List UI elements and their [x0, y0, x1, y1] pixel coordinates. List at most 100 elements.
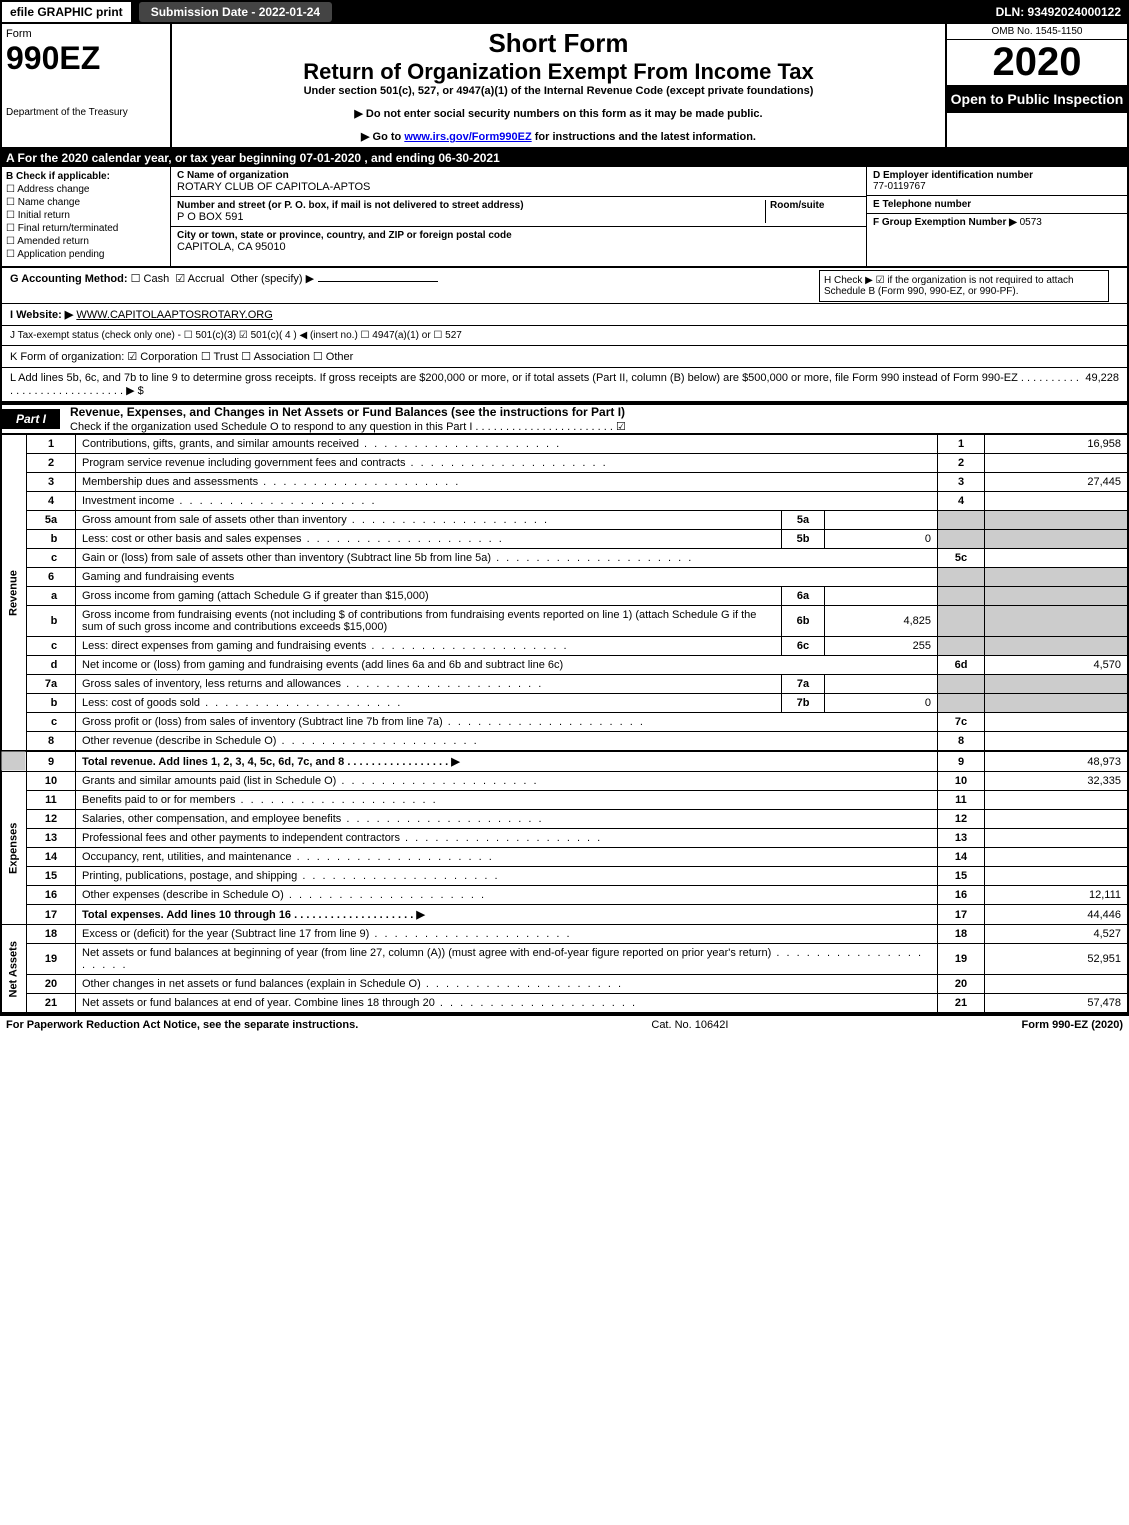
l1-num: 1 [27, 435, 76, 454]
chk-initial-return[interactable]: Initial return [6, 210, 166, 221]
l6-desc: Gaming and fundraising events [76, 568, 938, 587]
side-rev-end [1, 751, 27, 772]
l7a-bl: 7a [782, 675, 825, 694]
address: P O BOX 591 [177, 211, 765, 223]
line-l-value: 49,228 [1085, 372, 1119, 384]
l6b-grey [938, 606, 985, 637]
ein-label: D Employer identification number [873, 170, 1033, 181]
l15-desc: Printing, publications, postage, and shi… [82, 870, 500, 882]
ssn-warning: ▶ Do not enter social security numbers o… [180, 107, 937, 120]
l6c-grey [938, 637, 985, 656]
line-g: G Accounting Method: Cash Accrual Other … [0, 268, 1129, 304]
page-footer: For Paperwork Reduction Act Notice, see … [0, 1014, 1129, 1034]
part1-title-text: Revenue, Expenses, and Changes in Net As… [70, 405, 625, 419]
l5c-desc: Gain or (loss) from sale of assets other… [82, 552, 693, 564]
l16-num: 16 [27, 886, 76, 905]
l2-desc: Program service revenue including govern… [82, 457, 608, 469]
city-state-zip: CAPITOLA, CA 95010 [177, 241, 860, 253]
l6d-num: d [27, 656, 76, 675]
l7b-num: b [27, 694, 76, 713]
l18-num: 18 [27, 925, 76, 944]
l7a-grey2 [985, 675, 1129, 694]
short-form-label: Short Form [180, 28, 937, 59]
l6c-num: c [27, 637, 76, 656]
l7b-grey [938, 694, 985, 713]
chk-name-change[interactable]: Name change [6, 197, 166, 208]
goto-pre: ▶ Go to [361, 131, 404, 143]
part1-sub: Check if the organization used Schedule … [70, 421, 626, 433]
l4-rv [985, 492, 1129, 511]
l3-rn: 3 [938, 473, 985, 492]
chk-address-change[interactable]: Address change [6, 184, 166, 195]
l6c-bv: 255 [825, 637, 938, 656]
l19-desc: Net assets or fund balances at beginning… [82, 947, 923, 971]
l5b-bv: 0 [825, 530, 938, 549]
l8-rv [985, 732, 1129, 752]
l5c-rv [985, 549, 1129, 568]
header-left: Form 990EZ Department of the Treasury [2, 24, 172, 147]
l6c-desc: Less: direct expenses from gaming and fu… [82, 640, 569, 652]
l4-num: 4 [27, 492, 76, 511]
l6d-desc: Net income or (loss) from gaming and fun… [76, 656, 938, 675]
l12-rv [985, 810, 1129, 829]
form-subtitle: Under section 501(c), 527, or 4947(a)(1)… [180, 85, 937, 97]
l7a-bv [825, 675, 938, 694]
l21-rv: 57,478 [985, 994, 1129, 1014]
tax-year: 2020 [947, 40, 1127, 85]
box-b: B Check if applicable: Address change Na… [2, 167, 171, 266]
l2-num: 2 [27, 454, 76, 473]
l10-desc: Grants and similar amounts paid (list in… [82, 775, 539, 787]
website-label: I Website: ▶ [10, 308, 73, 321]
l5a-desc: Gross amount from sale of assets other t… [82, 514, 549, 526]
l7c-rn: 7c [938, 713, 985, 732]
l6a-grey2 [985, 587, 1129, 606]
l9-num: 9 [27, 751, 76, 772]
l6d-rv: 4,570 [985, 656, 1129, 675]
l13-num: 13 [27, 829, 76, 848]
chk-final-return[interactable]: Final return/terminated [6, 223, 166, 234]
box-c: C Name of organization ROTARY CLUB OF CA… [171, 167, 866, 266]
l1-rn: 1 [938, 435, 985, 454]
l5a-grey2 [985, 511, 1129, 530]
chk-application-pending[interactable]: Application pending [6, 249, 166, 260]
l13-desc: Professional fees and other payments to … [82, 832, 602, 844]
l6b-bl: 6b [782, 606, 825, 637]
chk-accrual[interactable]: Accrual [175, 272, 224, 285]
box-def: D Employer identification number 77-0119… [866, 167, 1127, 266]
phone-label: E Telephone number [873, 199, 971, 210]
l7a-grey [938, 675, 985, 694]
l20-num: 20 [27, 975, 76, 994]
other-specify-blank[interactable] [318, 281, 438, 282]
l6a-bl: 6a [782, 587, 825, 606]
l2-rn: 2 [938, 454, 985, 473]
efile-print-label[interactable]: efile GRAPHIC print [0, 0, 133, 24]
l6a-bv [825, 587, 938, 606]
form-number: 990EZ [6, 40, 166, 77]
l7c-rv [985, 713, 1129, 732]
l20-desc: Other changes in net assets or fund bala… [82, 978, 623, 990]
l10-rv: 32,335 [985, 772, 1129, 791]
l5a-num: 5a [27, 511, 76, 530]
chk-amended-return[interactable]: Amended return [6, 236, 166, 247]
line-j: J Tax-exempt status (check only one) - ☐… [0, 326, 1129, 346]
l6-grey [938, 568, 985, 587]
goto-post: for instructions and the latest informat… [532, 131, 756, 143]
l17-rn: 17 [938, 905, 985, 925]
header-right: OMB No. 1545-1150 2020 Open to Public In… [945, 24, 1127, 147]
l3-desc: Membership dues and assessments [82, 476, 460, 488]
website-value[interactable]: WWW.CAPITOLAAPTOSROTARY.ORG [76, 309, 272, 321]
other-specify: Other (specify) ▶ [230, 272, 314, 285]
l6-num: 6 [27, 568, 76, 587]
l12-desc: Salaries, other compensation, and employ… [82, 813, 544, 825]
goto-note: ▶ Go to www.irs.gov/Form990EZ for instru… [180, 130, 937, 143]
chk-cash[interactable]: Cash [131, 272, 170, 285]
l19-num: 19 [27, 944, 76, 975]
footer-right: Form 990-EZ (2020) [1022, 1019, 1123, 1031]
l13-rv [985, 829, 1129, 848]
l1-desc: Contributions, gifts, grants, and simila… [82, 438, 561, 450]
irs-link[interactable]: www.irs.gov/Form990EZ [404, 131, 531, 143]
l18-rv: 4,527 [985, 925, 1129, 944]
l8-rn: 8 [938, 732, 985, 752]
l5c-num: c [27, 549, 76, 568]
l9-rv: 48,973 [985, 751, 1129, 772]
